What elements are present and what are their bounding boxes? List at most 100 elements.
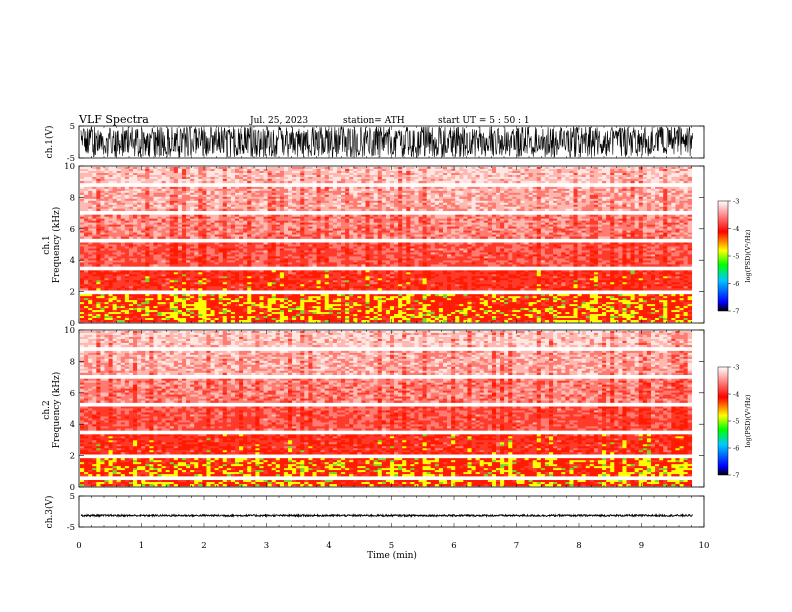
ch1-spectrogram-heatmap-cell [226, 176, 232, 180]
ch1-spectrogram-heatmap-cell [361, 192, 366, 196]
ch1-spectrogram-heatmap-cell [459, 180, 464, 184]
ch1-spectrogram-heatmap-cell [283, 228, 289, 231]
ch1-spectrogram-heatmap-cell [442, 172, 448, 176]
ch1-spectrogram-heatmap-cell [573, 220, 578, 223]
ch1-spectrogram-heatmap-cell [626, 214, 631, 217]
ch1-spectrogram-heatmap-cell [659, 236, 664, 239]
ch1-spectrogram-heatmap-cell [361, 230, 366, 233]
ch1-spectrogram-heatmap-cell [116, 220, 122, 223]
ch1-spectrogram-heatmap-cell [418, 186, 423, 190]
ch1-spectrogram-heatmap-cell [602, 167, 607, 170]
ch1-spectrogram-heatmap-cell [80, 230, 85, 233]
ch1-spectrogram-heatmap-cell [642, 172, 648, 176]
ch1-spectrogram-heatmap-cell [345, 228, 350, 231]
ch1-spectrogram-heatmap-cell [100, 188, 105, 192]
ch1-spectrogram-heatmap-cell [239, 206, 244, 210]
ch1-spectrogram-heatmap-cell [279, 234, 285, 237]
ch1-spectrogram-heatmap-cell [675, 186, 680, 190]
ch1-spectrogram-heatmap-cell [630, 196, 635, 200]
ch1-spectrogram-heatmap-cell [394, 218, 399, 221]
ch1-spectrogram-heatmap-cell [508, 178, 513, 182]
ch1-spectrogram-heatmap-cell [96, 204, 101, 208]
ch1-spectrogram-heatmap-cell [565, 194, 570, 198]
ch1-spectrogram-heatmap-cell [255, 170, 260, 174]
ch1-spectrogram-heatmap-cell [553, 176, 558, 180]
ch1-spectrogram-heatmap-cell [536, 188, 542, 192]
ch1-spectrogram-heatmap-cell [385, 228, 391, 231]
ch1-spectrogram-heatmap-cell [173, 170, 179, 174]
ch1-spectrogram-heatmap-cell [602, 198, 607, 202]
ch1-spectrogram-heatmap-cell [153, 194, 158, 198]
ch1-spectrogram-heatmap-cell [288, 234, 293, 237]
ch1-spectrogram-heatmap-cell [243, 228, 248, 231]
ch1-spectrogram-heatmap-cell [377, 222, 383, 225]
ch1-spectrogram-heatmap-cell [410, 242, 415, 245]
ch1-spectrogram-heatmap-cell [410, 190, 415, 194]
ch1-spectrogram-heatmap-cell [687, 200, 693, 204]
ch1-spectrogram-heatmap-cell [230, 204, 236, 208]
ch1-spectrogram-heatmap-cell [373, 192, 379, 196]
ch1-spectrogram-heatmap-cell [153, 206, 158, 210]
ch1-spectrogram-heatmap-cell [520, 230, 525, 233]
ch1-spectrogram-heatmap-cell [137, 192, 142, 196]
ch1-spectrogram-heatmap-cell [377, 232, 383, 235]
ch1-spectrogram-heatmap-cell [218, 176, 224, 180]
ch1-spectrogram-heatmap-cell [667, 196, 672, 200]
ch1-spectrogram-heatmap-cell [357, 226, 362, 229]
ch1-spectrogram-heatmap-cell [104, 226, 109, 229]
ch1-spectrogram-heatmap-cell [341, 230, 346, 233]
ch1-spectrogram-heatmap-cell [218, 242, 224, 245]
ch1-spectrogram-heatmap-cell [341, 218, 346, 221]
ch1-spectrogram-heatmap-cell [442, 170, 448, 174]
ch1-spectrogram-heatmap-cell [475, 208, 480, 212]
ch1-spectrogram-heatmap-cell [402, 196, 407, 200]
ch1-spectrogram-heatmap-cell [365, 172, 370, 176]
ch1-spectrogram-heatmap-cell [569, 216, 574, 219]
ch1-spectrogram-heatmap-cell [186, 242, 191, 245]
ch1-spectrogram-heatmap-cell [626, 204, 631, 208]
ch1-spectrogram-heatmap-cell [422, 196, 427, 200]
ch1-spectrogram-heatmap-cell [124, 234, 130, 237]
ch1-spectrogram-heatmap-cell [520, 222, 525, 225]
ch1-spectrogram-heatmap-cell [512, 168, 517, 172]
ch1-spectrogram-heatmap-cell [124, 216, 130, 219]
ch1-spectrogram-heatmap-cell [369, 200, 374, 204]
ch1-spectrogram-heatmap-cell [650, 178, 656, 182]
ch1-spectrogram-heatmap-cell [234, 208, 240, 212]
ch1-spectrogram-heatmap-cell [512, 206, 517, 210]
ch1-spectrogram-heatmap-cell [202, 194, 207, 198]
ch1-spectrogram-heatmap-cell [214, 230, 219, 233]
ch1-spectrogram-heatmap-cell [161, 202, 166, 206]
ch1-spectrogram-heatmap-cell [357, 174, 362, 178]
ch1-spectrogram-heatmap-cell [655, 202, 660, 206]
ch1-spectrogram-heatmap-cell [128, 168, 134, 172]
ch1-spectrogram-heatmap-cell [128, 224, 134, 227]
ch1-spectrogram-heatmap-cell [373, 200, 379, 204]
ch1-spectrogram-heatmap-cell [361, 172, 366, 176]
ch1-spectrogram-heatmap-cell [549, 170, 554, 174]
ch1-spectrogram-heatmap-cell [455, 180, 460, 184]
ch1-spectrogram-heatmap-cell [133, 232, 138, 235]
ch1-spectrogram-heatmap-cell [230, 188, 236, 192]
ch1-spectrogram-heatmap-cell [467, 176, 472, 180]
ch1-spectrogram-heatmap-cell [292, 180, 297, 184]
ch1-spectrogram-heatmap-cell [341, 228, 346, 231]
ch1-spectrogram-heatmap-cell [557, 230, 562, 233]
ch1-spectrogram-heatmap-cell [181, 214, 187, 217]
ch1-spectrogram-heatmap-cell [467, 222, 472, 225]
ch1-spectrogram-heatmap-cell [92, 168, 97, 172]
ch1-spectrogram-heatmap-cell [671, 236, 676, 239]
ch1-spectrogram-heatmap-cell [194, 194, 199, 198]
ch1-spectrogram-heatmap-cell [259, 186, 264, 190]
ch1-spectrogram-heatmap-cell [663, 232, 668, 235]
ch1-spectrogram-heatmap-cell [157, 232, 162, 235]
ch1-spectrogram-heatmap-cell [173, 242, 179, 245]
ch1-spectrogram-heatmap-cell [614, 196, 619, 200]
ch1-spectrogram-heatmap-cell [426, 196, 432, 200]
ch1-spectrogram-heatmap-cell [296, 228, 301, 231]
ch1-spectrogram-heatmap-cell [663, 167, 668, 170]
ch1-spectrogram-heatmap-cell [84, 202, 89, 206]
ch1-spectrogram-heatmap-cell [141, 168, 146, 172]
ch1-spectrogram-heatmap-cell [141, 228, 146, 231]
ch1-spectrogram-heatmap-cell [186, 204, 191, 208]
